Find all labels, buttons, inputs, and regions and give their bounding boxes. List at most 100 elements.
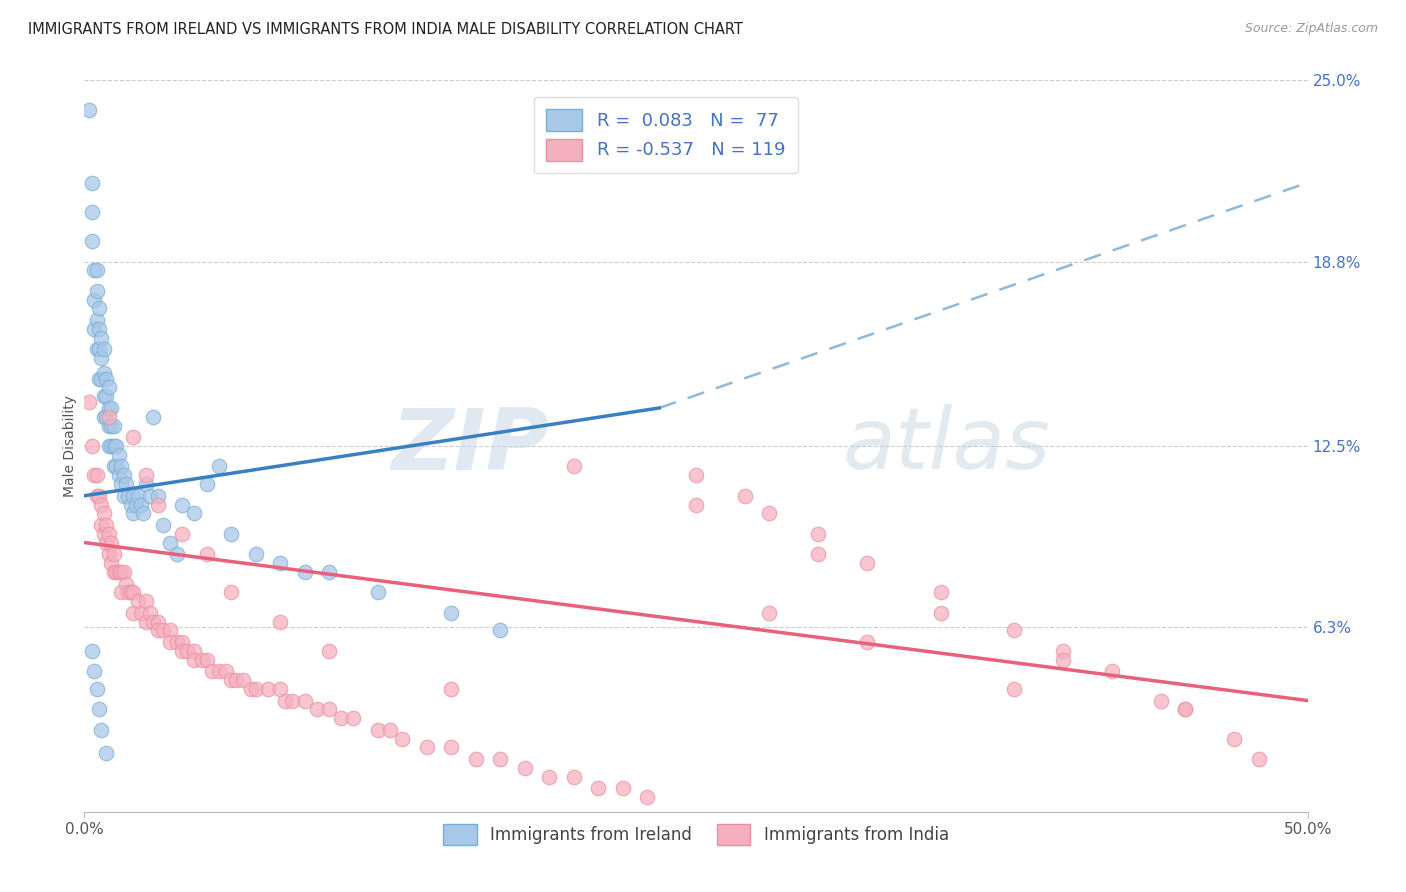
Point (97, 547, 120, 561)
Point (97, 409, 120, 424)
Point (90, 723, 112, 737)
Point (93, 366, 115, 380)
Point (96, 409, 118, 424)
Point (96, 746, 118, 760)
Point (856, 635, 879, 649)
Point (100, 418, 122, 433)
Point (107, 468, 129, 483)
Point (183, 644, 205, 658)
Point (159, 635, 181, 649)
Point (80, 205, 103, 219)
Point (86, 489, 108, 503)
Point (103, 418, 125, 433)
Point (105, 565, 128, 579)
Legend: Immigrants from Ireland, Immigrants from India: Immigrants from Ireland, Immigrants from… (433, 814, 959, 855)
Point (191, 652, 214, 666)
Point (117, 585, 139, 599)
Point (105, 439, 128, 453)
Point (139, 489, 162, 503)
Point (183, 652, 205, 666)
Point (330, 711, 353, 725)
Point (129, 498, 152, 512)
Point (110, 585, 132, 599)
Point (110, 459, 132, 474)
Point (367, 585, 389, 599)
Point (274, 693, 297, 707)
Point (152, 518, 174, 533)
Point (440, 740, 463, 755)
Point (367, 723, 389, 737)
Point (80, 234, 103, 248)
Point (135, 477, 157, 491)
Point (120, 498, 142, 512)
Point (172, 644, 194, 658)
Point (97, 439, 120, 453)
Point (208, 665, 231, 679)
Point (135, 468, 157, 483)
Point (245, 547, 267, 561)
Point (80, 644, 103, 658)
Point (342, 711, 364, 725)
Point (122, 585, 145, 599)
Point (294, 693, 316, 707)
Point (97, 401, 120, 415)
Point (208, 459, 231, 474)
Point (1002, 681, 1025, 696)
Point (269, 556, 291, 570)
Point (225, 673, 247, 687)
Point (90, 498, 112, 512)
Point (96, 535, 118, 549)
Point (83, 468, 105, 483)
Point (1223, 731, 1246, 746)
Point (93, 526, 115, 541)
Point (1052, 652, 1074, 666)
Point (612, 781, 634, 796)
Point (115, 477, 138, 491)
Point (103, 565, 125, 579)
Text: IMMIGRANTS FROM IRELAND VS IMMIGRANTS FROM INDIA MALE DISABILITY CORRELATION CHA: IMMIGRANTS FROM IRELAND VS IMMIGRANTS FR… (28, 22, 742, 37)
Point (112, 468, 135, 483)
Point (318, 644, 340, 658)
Point (166, 635, 188, 649)
Point (87, 343, 110, 357)
Point (112, 489, 135, 503)
Point (122, 489, 145, 503)
Point (77, 103, 100, 117)
Point (103, 459, 125, 474)
Point (107, 565, 129, 579)
Point (152, 624, 174, 638)
Point (96, 518, 118, 533)
Point (115, 576, 138, 591)
Point (100, 556, 122, 570)
Point (93, 343, 115, 357)
Point (122, 606, 145, 620)
Point (219, 585, 242, 599)
Point (172, 526, 194, 541)
Point (112, 565, 135, 579)
Point (200, 665, 222, 679)
Point (83, 293, 105, 307)
Point (97, 418, 120, 433)
Point (135, 615, 157, 629)
Point (96, 372, 118, 386)
Point (100, 401, 122, 415)
Text: ZIP: ZIP (391, 404, 550, 488)
Point (97, 380, 120, 394)
Point (132, 506, 155, 520)
Point (110, 565, 132, 579)
Point (125, 498, 148, 512)
Point (120, 585, 142, 599)
Point (117, 489, 139, 503)
Point (183, 506, 205, 520)
Point (90, 372, 112, 386)
Point (586, 781, 609, 796)
Point (86, 263, 108, 277)
Point (734, 489, 756, 503)
Point (758, 506, 780, 520)
Point (172, 498, 194, 512)
Point (135, 594, 157, 608)
Point (685, 468, 707, 483)
Point (281, 693, 304, 707)
Point (90, 331, 112, 345)
Point (489, 752, 512, 766)
